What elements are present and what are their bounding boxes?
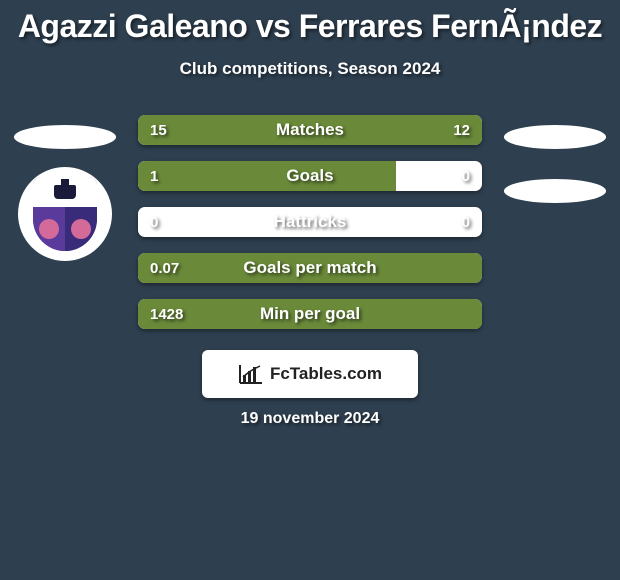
crest-right-half <box>65 207 97 251</box>
player1-banner-oval <box>14 125 116 149</box>
stat-bar-fill-left <box>138 299 482 329</box>
stat-bar-row: 15Matches12 <box>138 115 482 145</box>
crest-left-half <box>33 207 65 251</box>
footer-attribution: FcTables.com <box>202 350 418 398</box>
page-root: Agazzi Galeano vs Ferrares FernÃ¡ndez Cl… <box>0 0 620 580</box>
crest-anvil-icon <box>54 185 76 199</box>
player2-banner-oval-2 <box>504 179 606 203</box>
stat-bar-fill-right <box>329 115 482 145</box>
crest-bottom <box>33 207 97 251</box>
stat-value-right: 0 <box>462 161 470 191</box>
player1-club-crest <box>18 167 112 261</box>
stat-bar-row: 1428Min per goal <box>138 299 482 329</box>
left-column <box>0 115 130 345</box>
crest-shield <box>33 177 97 251</box>
player2-banner-oval-1 <box>504 125 606 149</box>
crest-ring-right <box>71 219 91 239</box>
stats-section: 15Matches121Goals00Hattricks00.07Goals p… <box>0 115 620 345</box>
stat-bar-fill-left <box>138 115 329 145</box>
stat-value-left: 0 <box>150 207 158 237</box>
stat-bar-row: 0.07Goals per match <box>138 253 482 283</box>
stat-bar-row: 0Hattricks0 <box>138 207 482 237</box>
stat-label: Hattricks <box>138 207 482 237</box>
crest-ring-left <box>39 219 59 239</box>
date-text: 19 november 2024 <box>0 410 620 428</box>
right-column <box>490 115 620 345</box>
stat-value-right: 0 <box>462 207 470 237</box>
page-title: Agazzi Galeano vs Ferrares FernÃ¡ndez <box>0 0 620 45</box>
crest-top <box>33 177 97 207</box>
page-subtitle: Club competitions, Season 2024 <box>0 59 620 79</box>
chart-icon <box>238 363 264 385</box>
stat-bar-fill-left <box>138 161 396 191</box>
stat-bars: 15Matches121Goals00Hattricks00.07Goals p… <box>138 115 482 345</box>
footer-brand-text: FcTables.com <box>270 364 382 384</box>
stat-bar-row: 1Goals0 <box>138 161 482 191</box>
stat-bar-fill-left <box>138 253 482 283</box>
